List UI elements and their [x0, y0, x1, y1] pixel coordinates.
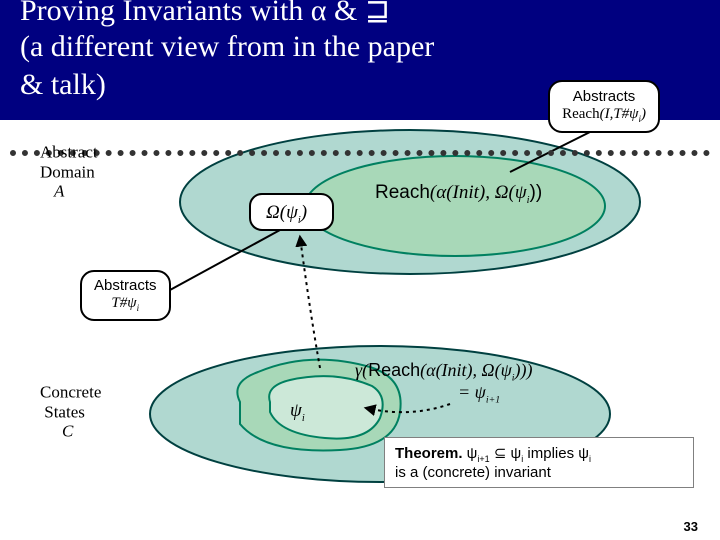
- abstract-reach-ellipse: [305, 156, 605, 256]
- ann-psi-i: ψi: [290, 400, 305, 424]
- callout-abstracts-t: Abstracts T#ψi: [80, 270, 171, 321]
- title-line-2: (a different view from in the paper: [20, 30, 434, 64]
- dotted-band: [10, 150, 710, 156]
- ann-eq-psi: = ψi+1: [458, 382, 500, 406]
- ann-reach-alpha: Reach(α(Init), Ω(ψi)): [375, 182, 542, 206]
- callout-abstracts-reach: Abstracts Reach(I,T#ψi): [548, 80, 660, 133]
- page-number: 33: [684, 519, 698, 534]
- dotted-arrow-up: [300, 237, 320, 368]
- concrete-states-label: Concrete States C: [40, 383, 101, 442]
- title-line-1: Proving Invariants with α & ⊒: [20, 0, 390, 28]
- diagram-canvas: Abstract Domain A Concrete States C Abst…: [10, 92, 710, 502]
- dotted-arrow-into-blob: [366, 404, 450, 412]
- psi-plus1-blob: [269, 376, 383, 438]
- abstract-domain-label: Abstract Domain A: [40, 143, 98, 202]
- ann-omega: Ω(ψi): [266, 202, 307, 226]
- theorem-box: Theorem. ψi+1 ⊆ ψi implies ψi is a (conc…: [384, 437, 694, 488]
- ann-gamma-reach: γ(Reach(α(Init), Ω(ψi))): [355, 360, 532, 384]
